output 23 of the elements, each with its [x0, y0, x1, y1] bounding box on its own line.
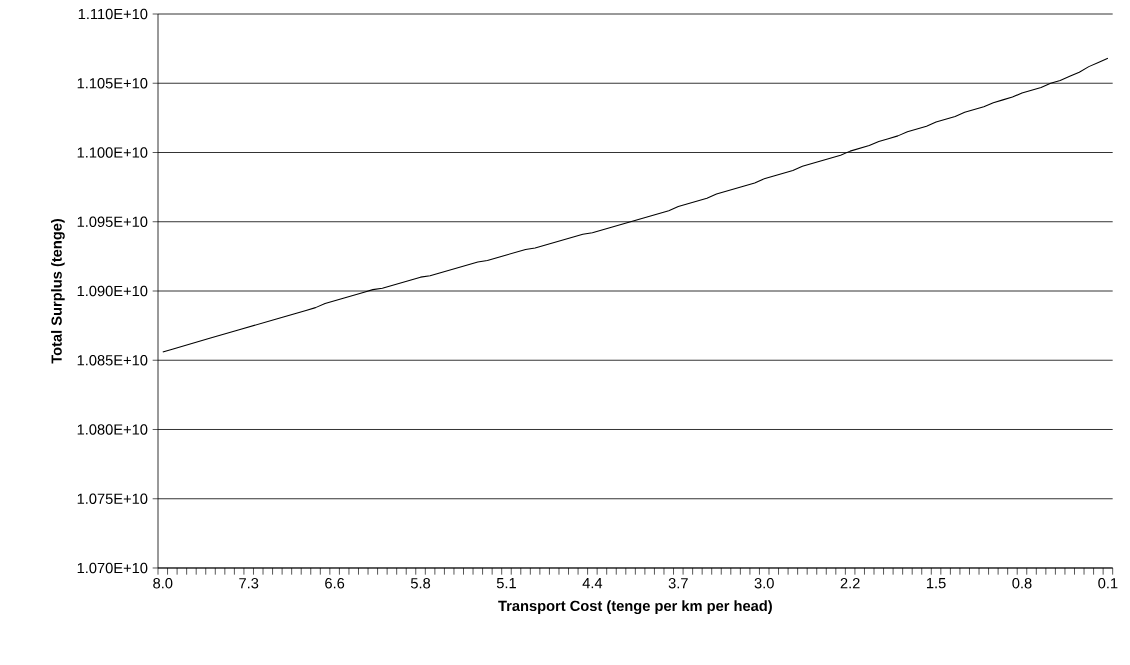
x-tick-label: 8.0: [153, 578, 173, 589]
y-tick-label: 1.075E+10: [77, 493, 148, 504]
x-tick-label: 3.0: [754, 578, 774, 589]
y-tick-label: 1.085E+10: [77, 355, 148, 366]
y-tick-label: 1.105E+10: [77, 78, 148, 89]
x-tick-label: 5.8: [410, 578, 431, 589]
x-tick-label: 0.1: [1098, 578, 1118, 589]
x-tick-label: 2.2: [840, 578, 860, 589]
y-tick-label: 1.110E+10: [78, 8, 148, 20]
y-tick-label: 1.100E+10: [77, 147, 148, 158]
y-tick-label: 1.070E+10: [77, 562, 148, 574]
x-tick-label: 7.3: [239, 578, 259, 589]
y-axis-title: Total Surplus (tenge): [51, 218, 65, 364]
x-tick-label: 3.7: [668, 578, 688, 589]
x-tick-label: 5.1: [496, 578, 516, 589]
x-tick-label: 1.5: [926, 578, 946, 589]
x-tick-label: 0.8: [1012, 578, 1032, 589]
x-tick-label: 6.6: [325, 578, 345, 589]
x-tick-label: 4.4: [582, 578, 603, 589]
x-axis-title: Transport Cost (tenge per km per head): [498, 600, 772, 614]
y-tick-label: 1.080E+10: [77, 424, 148, 435]
y-tick-label: 1.095E+10: [77, 216, 148, 227]
y-tick-label: 1.090E+10: [77, 285, 148, 297]
